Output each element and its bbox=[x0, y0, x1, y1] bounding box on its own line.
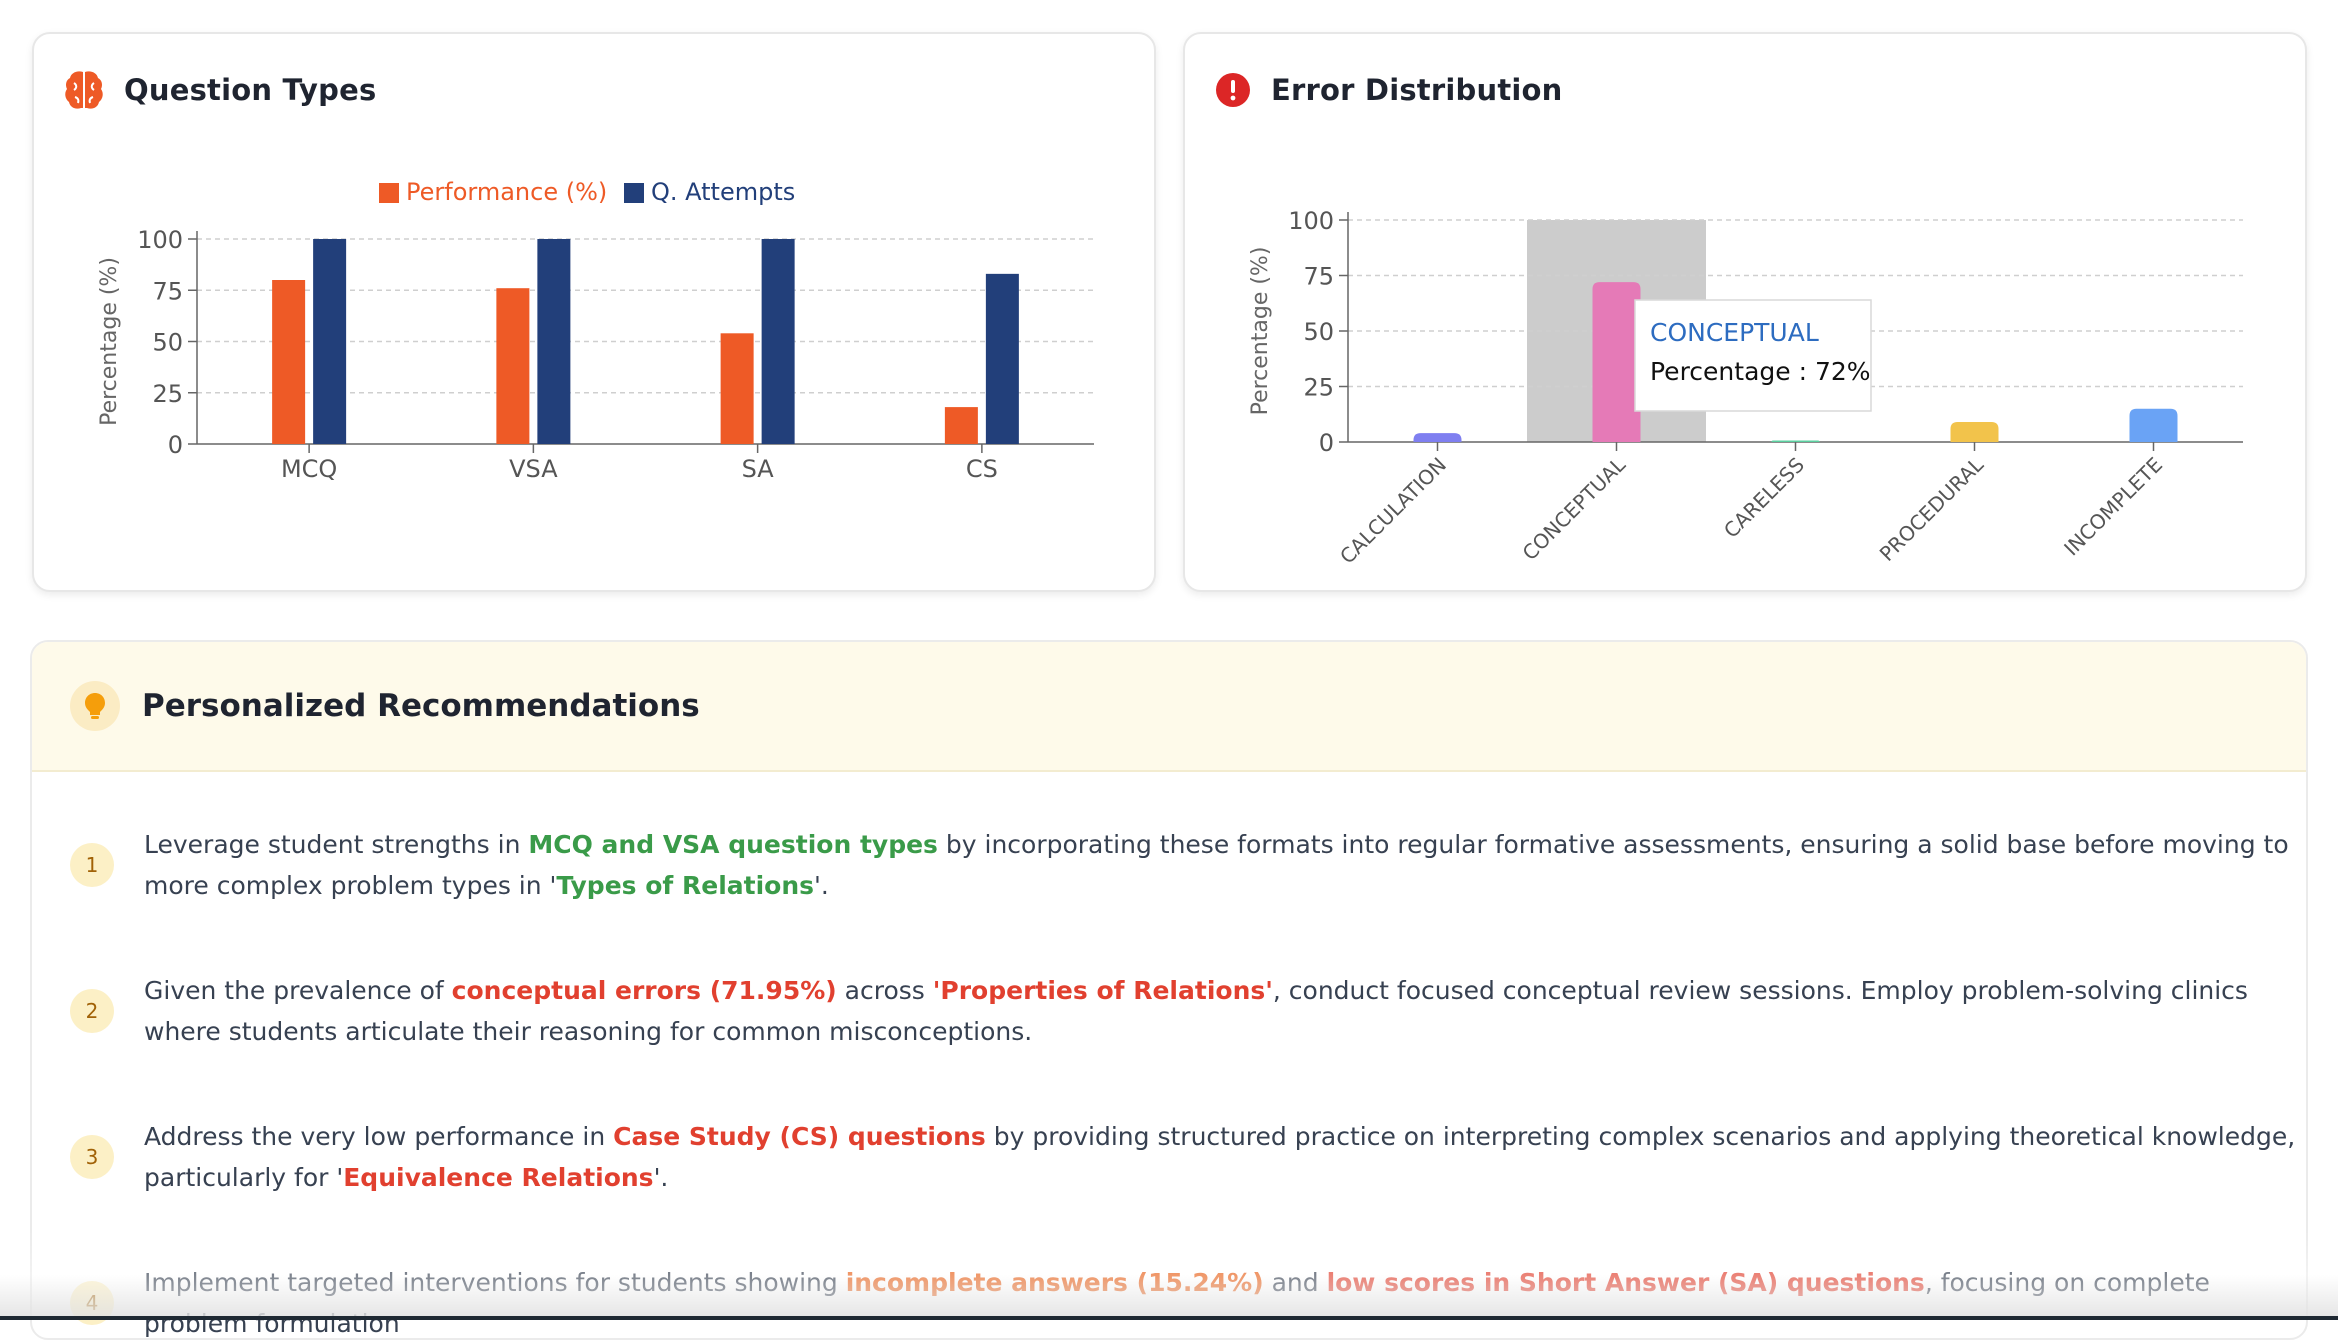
bar-attempts-cs bbox=[985, 273, 1019, 444]
window-bottom-edge bbox=[0, 1316, 2338, 1320]
bar-careless bbox=[1771, 440, 1820, 442]
y-tick-label: 25 bbox=[152, 380, 183, 408]
x-tick-label: CARELESS bbox=[1719, 453, 1809, 543]
y-axis-label: Percentage (%) bbox=[1248, 247, 1273, 416]
recommendations-section: Personalized Recommendations 1 Leverage s… bbox=[30, 640, 2308, 1340]
recommendations-header: Personalized Recommendations bbox=[32, 642, 2306, 772]
question-types-card: Question Types Performance (%) Q. Attempt… bbox=[32, 32, 1156, 592]
x-tick-label: CS bbox=[966, 455, 998, 483]
recommendation-highlight: Case Study (CS) questions bbox=[613, 1122, 986, 1151]
x-tick-label: INCOMPLETE bbox=[2059, 453, 2167, 561]
recommendation-text-segment: Given the prevalence of bbox=[144, 976, 452, 1005]
y-tick-label: 50 bbox=[152, 329, 183, 357]
lightbulb-icon bbox=[70, 681, 120, 731]
recommendation-text-segment: Leverage student strengths in bbox=[144, 830, 529, 859]
error-distribution-title: Error Distribution bbox=[1271, 73, 1563, 107]
recommendation-text-segment: Address the very low performance in bbox=[144, 1122, 614, 1151]
recommendation-number-badge: 2 bbox=[70, 989, 114, 1033]
x-tick-label: CALCULATION bbox=[1335, 453, 1451, 569]
x-tick-label: SA bbox=[742, 455, 775, 483]
recommendation-item: 4 Implement targeted interventions for st… bbox=[70, 1262, 2300, 1338]
bar-attempts-mcq bbox=[313, 239, 347, 444]
recommendation-item: 3 Address the very low performance in Cas… bbox=[70, 1116, 2300, 1198]
recommendation-text-segment: ' bbox=[336, 1163, 344, 1192]
y-tick-label: 25 bbox=[1303, 374, 1334, 402]
bar-attempts-sa bbox=[761, 239, 795, 444]
y-tick-label: 0 bbox=[168, 431, 183, 459]
error-distribution-header: Error Distribution bbox=[1215, 62, 1563, 118]
bar-performance-sa bbox=[720, 333, 754, 444]
recommendation-text-segment: by providing structured practice on inte… bbox=[144, 1122, 2296, 1192]
x-tick-label: CONCEPTUAL bbox=[1518, 452, 1631, 565]
recommendation-text-segment: '. bbox=[653, 1163, 669, 1192]
x-tick-label: PROCEDURAL bbox=[1875, 452, 1989, 566]
recommendation-text: Given the prevalence of conceptual error… bbox=[144, 970, 2300, 1052]
bar-attempts-vsa bbox=[537, 239, 571, 444]
recommendation-highlight: 'Properties of Relations' bbox=[932, 976, 1273, 1005]
recommendation-highlight: incomplete answers (15.24%) bbox=[845, 1268, 1264, 1297]
recommendation-highlight: Equivalence Relations bbox=[343, 1163, 654, 1192]
recommendation-highlight: Types of Relations bbox=[556, 871, 815, 900]
recommendation-text-segment: and bbox=[1263, 1268, 1327, 1297]
recommendation-text-segment: by incorporating these formats into regu… bbox=[144, 830, 2289, 900]
y-axis-label: Percentage (%) bbox=[97, 257, 122, 426]
bar-calculation bbox=[1413, 433, 1462, 442]
y-tick-label: 100 bbox=[1288, 207, 1334, 235]
recommendation-number-badge: 1 bbox=[70, 843, 114, 887]
recommendation-highlight: MCQ and VSA question types bbox=[528, 830, 938, 859]
recommendation-text: Leverage student strengths in MCQ and VS… bbox=[144, 824, 2300, 906]
tooltip-value: Percentage : 72% bbox=[1650, 357, 1871, 386]
recommendation-item: 1 Leverage student strengths in MCQ and V… bbox=[70, 824, 2300, 906]
bar-conceptual bbox=[1592, 282, 1641, 442]
bar-performance-vsa bbox=[496, 288, 530, 444]
tooltip-title: CONCEPTUAL bbox=[1650, 318, 1819, 347]
legend-swatch-performance bbox=[379, 183, 399, 203]
recommendation-number-badge: 3 bbox=[70, 1135, 114, 1179]
legend-label-performance: Performance (%) bbox=[406, 178, 607, 206]
alert-circle-icon bbox=[1216, 73, 1250, 107]
recommendation-text: Address the very low performance in Case… bbox=[144, 1116, 2300, 1198]
x-tick-label: MCQ bbox=[281, 455, 337, 483]
recommendations-title: Personalized Recommendations bbox=[142, 688, 700, 724]
recommendation-text-segment: across bbox=[836, 976, 933, 1005]
y-tick-label: 100 bbox=[137, 226, 183, 254]
recommendation-text-segment: '. bbox=[814, 871, 829, 900]
recommendation-text-segment: Implement targeted interventions for stu… bbox=[144, 1268, 846, 1297]
y-tick-label: 75 bbox=[152, 277, 183, 305]
y-tick-label: 75 bbox=[1303, 263, 1334, 291]
chart-tooltip bbox=[1634, 299, 1872, 412]
error-distribution-chart: 0 25 50 75 100 Percentage (%) CALCULATION CONCE… bbox=[1248, 207, 2243, 569]
recommendation-highlight: low scores in Short Answer (SA) question… bbox=[1326, 1268, 1925, 1297]
recommendation-highlight: conceptual errors (71.95%) bbox=[451, 976, 837, 1005]
bar-performance-cs bbox=[944, 407, 978, 444]
recommendation-text-segment: , conduct focused conceptual review sess… bbox=[144, 976, 2248, 1046]
legend-label-attempts: Q. Attempts bbox=[651, 178, 795, 206]
error-distribution-card: Error Distribution 0 25 50 75 100 Percentage … bbox=[1183, 32, 2307, 592]
y-tick-label: 50 bbox=[1303, 318, 1334, 346]
question-types-chart: Performance (%) Q. Attempts 0 25 50 75 100 Perc… bbox=[97, 178, 1094, 483]
legend-swatch-attempts bbox=[624, 183, 644, 203]
question-types-title: Question Types bbox=[124, 73, 377, 107]
x-tick-label: VSA bbox=[509, 455, 558, 483]
brain-icon bbox=[65, 71, 103, 109]
bar-incomplete bbox=[2129, 408, 2178, 442]
recommendation-text-segment: ' bbox=[549, 871, 557, 900]
bar-procedural bbox=[1950, 422, 1999, 442]
recommendation-item: 2 Given the prevalence of conceptual erro… bbox=[70, 970, 2300, 1052]
bar-performance-mcq bbox=[272, 280, 306, 444]
y-tick-label: 0 bbox=[1319, 429, 1334, 457]
question-types-header: Question Types bbox=[64, 62, 376, 118]
recommendation-text: Implement targeted interventions for stu… bbox=[144, 1262, 2300, 1338]
